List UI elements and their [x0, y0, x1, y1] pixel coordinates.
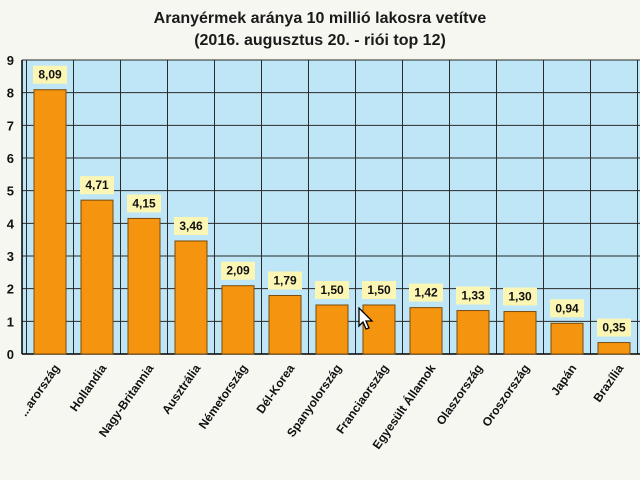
data-label-box — [362, 281, 396, 299]
bar — [174, 240, 208, 355]
x-tick-label: Olaszország — [433, 362, 485, 428]
data-label-box — [409, 283, 443, 302]
x-tick-label: Brazília — [591, 361, 627, 404]
data-label: 0,35 — [602, 321, 626, 335]
chart-title: Aranyérmek aránya 10 millió lakosra vetí… — [153, 10, 487, 27]
data-label: 1,79 — [273, 274, 297, 288]
data-label: 1,50 — [367, 283, 391, 297]
data-label: 1,50 — [320, 283, 344, 297]
y-tick-label: 3 — [7, 249, 14, 264]
bar — [409, 307, 443, 355]
y-tick-label: 6 — [7, 151, 14, 166]
y-tick-label: 5 — [7, 184, 14, 199]
bar — [80, 199, 114, 355]
y-tick-label: 2 — [7, 282, 14, 297]
data-label-box — [80, 176, 114, 195]
data-label: 1,33 — [461, 289, 485, 303]
y-tick-label: 9 — [7, 53, 14, 68]
data-label-box — [127, 194, 161, 213]
y-tick-label: 7 — [7, 118, 14, 133]
data-label: 8,09 — [38, 68, 62, 82]
data-label-box — [33, 65, 67, 84]
x-tick-label: Németország — [196, 362, 251, 432]
data-label: 4,15 — [132, 196, 156, 210]
bar — [550, 322, 584, 355]
x-tick-label: ...arország — [17, 362, 63, 419]
y-tick-label: 0 — [7, 347, 14, 362]
y-tick-label: 1 — [7, 314, 14, 329]
y-tick-label: 8 — [7, 86, 14, 101]
bar — [33, 89, 67, 355]
data-label-box — [268, 271, 302, 290]
bar — [221, 285, 255, 355]
bar — [456, 310, 490, 355]
y-tick-label: 4 — [7, 216, 15, 231]
data-label-box — [597, 318, 631, 337]
data-label: 2,09 — [226, 264, 250, 278]
data-label: 0,94 — [555, 301, 579, 315]
bar — [127, 217, 161, 355]
data-label: 1,42 — [414, 286, 438, 300]
data-label-box — [174, 216, 208, 235]
data-label: 1,30 — [508, 290, 532, 304]
bar — [362, 304, 396, 355]
data-label-box — [503, 287, 537, 306]
data-label: 3,46 — [179, 219, 203, 233]
data-label-box — [221, 261, 255, 280]
chart-subtitle: (2016. augusztus 20. - riói top 12) — [194, 32, 446, 49]
data-label-box — [550, 299, 584, 318]
bar — [315, 304, 349, 355]
bar — [503, 311, 537, 355]
x-tick-label: Ausztrália — [159, 361, 204, 416]
data-label-box — [456, 286, 490, 305]
x-tick-label: Hollandia — [67, 361, 110, 414]
bar — [597, 342, 631, 355]
data-label-box — [315, 281, 349, 299]
x-tick-label: Oroszország — [479, 362, 532, 430]
x-tick-label: Dél-Korea — [253, 361, 297, 416]
mouse-pointer-icon — [358, 307, 374, 330]
x-tick-label: Japán — [548, 362, 579, 398]
data-label: 4,71 — [85, 178, 109, 192]
bar — [268, 295, 302, 355]
